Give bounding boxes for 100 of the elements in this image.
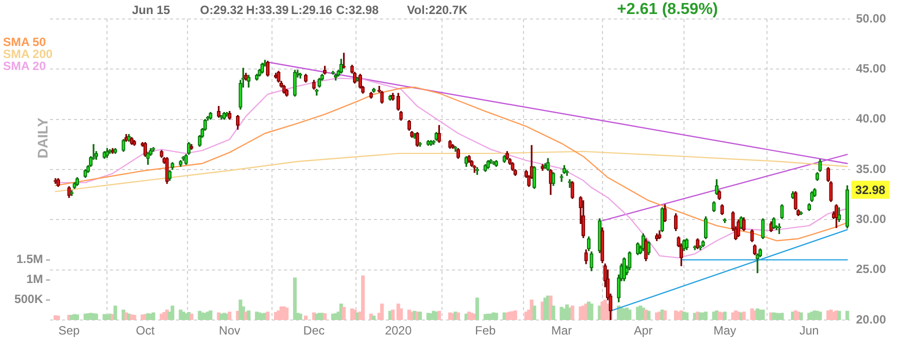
- bar: [456, 312, 460, 320]
- candlestick: [816, 172, 820, 181]
- bar: [246, 310, 250, 320]
- candlestick: [622, 257, 626, 282]
- candlestick: [467, 155, 471, 163]
- candlestick: [584, 249, 588, 264]
- candlestick: [552, 172, 556, 186]
- candlestick: [67, 186, 71, 198]
- candlestick: [146, 152, 150, 165]
- candlestick: [54, 178, 58, 184]
- x-tick-label: Oct: [136, 324, 156, 338]
- bar: [132, 314, 136, 320]
- candlestick: [293, 70, 297, 97]
- candlestick: [562, 165, 566, 174]
- candlestick: [810, 191, 814, 202]
- y-tick-label: 30.00: [856, 212, 886, 226]
- candlestick: [600, 227, 604, 264]
- candlestick: [484, 164, 488, 172]
- candlestick: [190, 144, 194, 150]
- candlestick: [448, 140, 452, 149]
- candlestick: [429, 140, 433, 146]
- candlestick: [475, 167, 480, 175]
- bar: [684, 312, 689, 320]
- bar: [361, 276, 365, 320]
- candlestick: [168, 170, 172, 181]
- x-tick-label: Mar: [551, 324, 572, 338]
- bar: [208, 310, 212, 320]
- candlestick: [165, 157, 169, 184]
- y2-tick-label: 1.5M: [16, 252, 43, 266]
- y2-tick-label: 500K: [14, 292, 44, 306]
- candlestick: [712, 201, 716, 212]
- candlestick: [102, 151, 106, 159]
- bar: [75, 314, 80, 320]
- bar: [663, 310, 667, 320]
- y-tick-label: 20.00: [856, 312, 886, 326]
- bar: [342, 306, 346, 320]
- candlestick: [590, 251, 594, 272]
- candlestick: [658, 230, 662, 240]
- candlestick: [416, 132, 420, 147]
- bar: [391, 310, 395, 320]
- text: SMA 50: [3, 35, 47, 49]
- bar: [228, 312, 232, 320]
- candlestick: [105, 148, 109, 158]
- candlestick: [486, 160, 490, 169]
- bar: [372, 316, 376, 320]
- y-tick-label: 50.00: [856, 11, 886, 26]
- text: O:29.32: [200, 3, 244, 17]
- x-tick-label: Jun: [800, 324, 819, 338]
- bar: [799, 312, 803, 320]
- bar: [323, 313, 327, 320]
- text: H:33.39: [246, 3, 289, 17]
- annotation: DAILY: [34, 117, 50, 158]
- bar: [170, 306, 174, 320]
- candlestick: [701, 240, 705, 248]
- candlestick: [845, 185, 850, 228]
- x-tick-label: 2020: [384, 324, 412, 338]
- bar: [298, 314, 302, 320]
- candlestick: [456, 148, 460, 159]
- candlestick: [84, 169, 88, 178]
- candlestick: [113, 148, 118, 154]
- candlestick: [143, 142, 148, 157]
- candlestick: [568, 179, 572, 188]
- bar: [628, 310, 632, 320]
- annotation: 32.98: [855, 183, 886, 198]
- bar: [818, 312, 822, 320]
- candlestick: [546, 158, 550, 171]
- candlestick: [780, 204, 784, 219]
- text: Jun 15: [132, 3, 170, 17]
- candlestick: [718, 190, 722, 200]
- bar: [513, 310, 518, 320]
- bar: [418, 312, 422, 320]
- candlestick: [208, 112, 212, 120]
- candlestick: [540, 164, 544, 171]
- bar: [293, 278, 297, 320]
- y-tick-label: 40.00: [856, 112, 886, 126]
- candlestick: [543, 163, 548, 169]
- bar: [475, 298, 480, 320]
- candlestick: [108, 149, 112, 154]
- x-tick-label: Sep: [58, 324, 80, 338]
- candlestick: [454, 146, 458, 152]
- bar: [284, 308, 289, 320]
- bar: [590, 304, 594, 320]
- candlestick: [502, 155, 506, 163]
- bar: [56, 316, 60, 320]
- bar: [190, 314, 194, 320]
- candlestick: [70, 190, 74, 196]
- candlestick: [399, 110, 403, 121]
- text: +2.61 (8.59%): [617, 1, 718, 19]
- text: L:29.16: [291, 3, 332, 17]
- candlestick: [178, 160, 182, 167]
- candlestick: [663, 204, 667, 222]
- bar: [837, 310, 841, 320]
- candlestick: [494, 160, 498, 167]
- candlestick: [750, 229, 754, 242]
- y-tick-label: 25.00: [856, 262, 886, 276]
- candlestick: [736, 219, 740, 238]
- bar: [94, 314, 98, 320]
- candlestick: [56, 178, 60, 187]
- y-tick-label: 35.00: [856, 162, 886, 176]
- bar: [845, 310, 850, 320]
